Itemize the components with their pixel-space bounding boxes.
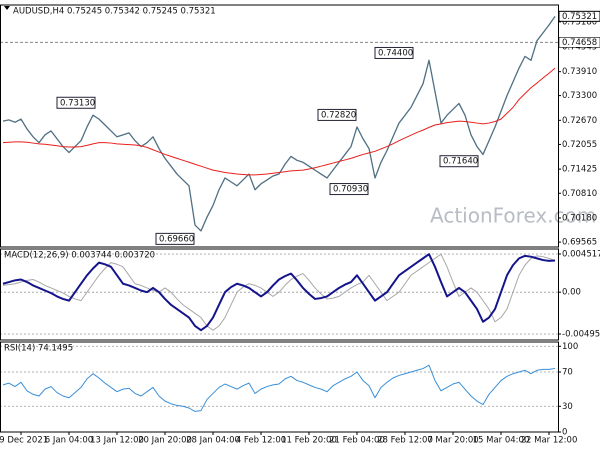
watermark: ActionForex.com — [430, 204, 596, 228]
y-tick-label: 0.73300 — [562, 91, 597, 101]
price-line-label: 0.74658 — [562, 38, 597, 48]
annotation-box — [329, 183, 369, 196]
series-line — [2, 67, 556, 176]
x-tick-label: 21 Feb 04:00 — [329, 436, 385, 446]
series-line — [2, 253, 556, 332]
annotation-box — [56, 96, 96, 109]
annotation-label: 0.72820 — [321, 110, 356, 120]
panel-title: MACD(12,26,9) 0.003744 0.003720 — [4, 251, 155, 261]
series-line — [2, 16, 556, 232]
y-tick-label: 0.72670 — [562, 116, 597, 126]
annotation-label: 0.73130 — [60, 98, 95, 108]
x-tick-label: 15 Mar 04:00 — [473, 436, 530, 446]
panel-frame — [0, 4, 559, 248]
y-tick-label: 0.70180 — [562, 213, 597, 223]
x-tick-label: 11 Feb 20:00 — [281, 436, 337, 446]
y-tick-label: 0 — [562, 428, 567, 438]
y-tick-label: 0.004517 — [562, 250, 600, 260]
y-tick-label: 0.70810 — [562, 189, 597, 199]
annotation-label: 0.70930 — [333, 185, 368, 195]
series-line — [2, 253, 556, 331]
annotation-label: 0.69660 — [159, 234, 194, 244]
x-tick-label: 13 Jan 12:00 — [90, 436, 144, 446]
x-tick-label: 22 Mar 12:00 — [521, 436, 578, 446]
panel-title: RSI(14) 74.1495 — [4, 344, 73, 354]
panel-frame — [0, 248, 559, 341]
x-tick-label: 28 Jan 04:00 — [186, 436, 240, 446]
annotation-box — [439, 155, 479, 168]
y-tick-label: 0.00 — [562, 288, 581, 298]
y-tick-label: 0.69565 — [562, 238, 597, 248]
panel-frame — [0, 341, 559, 433]
current-price-label: 0.75321 — [562, 12, 597, 22]
x-tick-label: 6 Jan 04:00 — [45, 436, 93, 446]
y-tick-label: 0.71425 — [562, 165, 597, 175]
x-tick-label: 20 Jan 20:00 — [138, 436, 192, 446]
annotation-box — [374, 46, 414, 59]
annotation-box — [155, 232, 195, 245]
x-tick-label: 7 Mar 20:00 — [427, 436, 478, 446]
y-tick-label: -0.00495 — [562, 330, 600, 340]
panel-title: AUDUSD,H4 0.75245 0.75342 0.75245 0.7532… — [13, 7, 216, 17]
x-tick-label: 4 Feb 12:00 — [236, 436, 286, 446]
annotation-label: 0.71640 — [443, 157, 478, 167]
y-tick-label: 0.75180 — [562, 17, 597, 27]
x-tick-label: 29 Dec 2021 — [0, 436, 48, 446]
y-tick-label: 70 — [562, 368, 573, 378]
y-tick-label: 0.72055 — [562, 140, 597, 150]
y-tick-label: 30 — [562, 402, 573, 412]
menu-arrow — [4, 6, 10, 10]
series-line — [2, 364, 556, 412]
annotation-box — [317, 108, 357, 121]
y-tick-label: 0.73910 — [562, 67, 597, 77]
y-tick-label: 100 — [562, 342, 578, 352]
annotation-label: 0.74400 — [378, 48, 413, 58]
x-tick-label: 28 Feb 12:00 — [377, 436, 433, 446]
